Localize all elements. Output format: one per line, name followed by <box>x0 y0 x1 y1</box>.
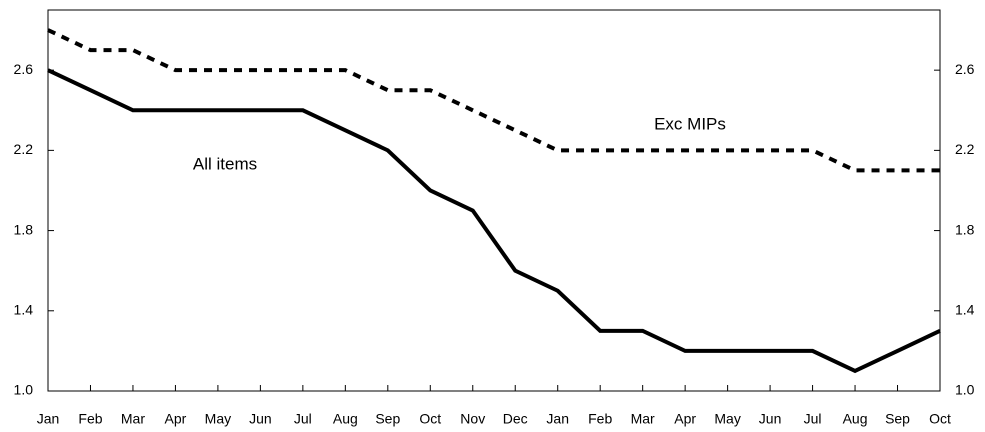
x-tick-label: Sep <box>885 411 910 427</box>
series-label: Exc MIPs <box>654 114 726 133</box>
x-tick-label: Nov <box>460 411 485 427</box>
plot-frame <box>47 9 941 392</box>
x-tick-label: May <box>714 411 740 427</box>
series-line <box>47 68 941 374</box>
x-tick-label: Jan <box>546 411 569 427</box>
y2-tick-label: 2.2 <box>955 141 975 157</box>
x-tick-label: Apr <box>674 411 696 427</box>
x-tick-label: Feb <box>78 411 102 427</box>
x-tick-label: Jul <box>294 411 312 427</box>
x-tick-label: Jun <box>249 411 272 427</box>
y2-tick-label: 1.0 <box>955 382 975 398</box>
x-tick-label: Apr <box>165 411 187 427</box>
x-tick-label: Jul <box>804 411 822 427</box>
y-tick-label: 1.8 <box>14 221 34 237</box>
x-tick-label: Jan <box>37 411 60 427</box>
x-tick-label: Aug <box>333 411 358 427</box>
series-line <box>47 28 940 173</box>
y2-tick-label: 2.6 <box>955 61 975 77</box>
y2-tick-label: 1.8 <box>955 221 975 237</box>
x-tick-label: Dec <box>503 411 528 427</box>
x-tick-label: Sep <box>375 411 400 427</box>
x-tick-label: Jun <box>759 411 782 427</box>
y2-tick-label: 1.4 <box>955 301 975 317</box>
x-tick-label: Mar <box>631 411 655 427</box>
x-tick-label: Oct <box>929 411 951 427</box>
x-tick-label: Aug <box>843 411 868 427</box>
x-tick-label: Mar <box>121 411 145 427</box>
x-tick-label: Feb <box>588 411 612 427</box>
y-tick-label: 1.0 <box>14 382 34 398</box>
y-tick-label: 1.4 <box>14 301 34 317</box>
x-tick-label: Oct <box>419 411 441 427</box>
y-tick-label: 2.6 <box>14 61 34 77</box>
x-tick-label: May <box>205 411 231 427</box>
series-label: All items <box>193 154 257 173</box>
y-tick-label: 2.2 <box>14 141 34 157</box>
